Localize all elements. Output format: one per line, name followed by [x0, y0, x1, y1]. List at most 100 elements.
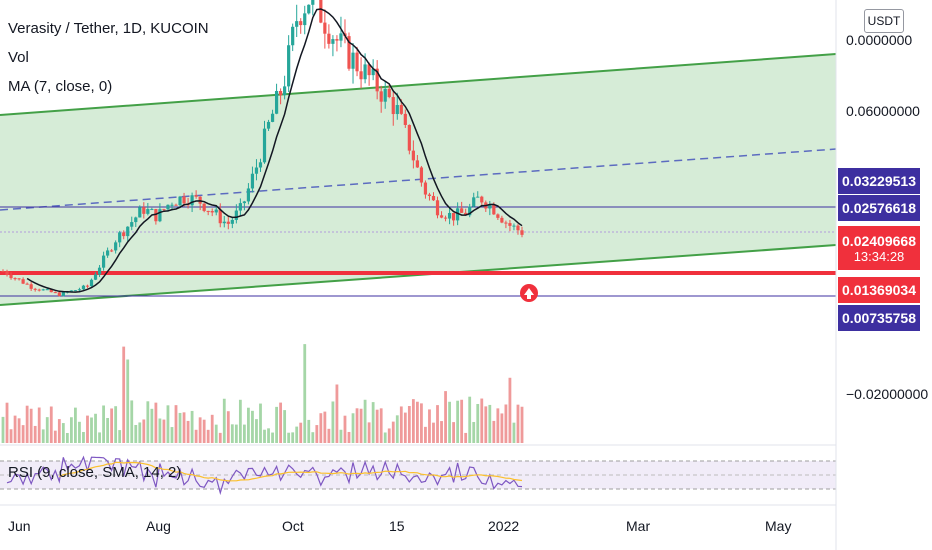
- volume-bar: [436, 405, 439, 443]
- candle-body: [106, 250, 110, 256]
- candle-body: [391, 97, 395, 115]
- candle-body: [230, 219, 234, 224]
- candle-body: [512, 225, 516, 227]
- price-tick-006: 0.06000000: [846, 103, 920, 119]
- candle-body: [226, 221, 230, 224]
- candle-body: [146, 209, 150, 214]
- candle-body: [178, 196, 182, 206]
- volume-bar: [335, 384, 339, 443]
- candle-body: [101, 255, 106, 268]
- volume-bar: [41, 429, 45, 443]
- volume-bar: [154, 402, 158, 443]
- volume-bar: [291, 432, 295, 443]
- time-tick-may: May: [765, 518, 792, 534]
- volume-bar: [190, 410, 194, 443]
- candle-body: [427, 194, 432, 196]
- candle-body: [170, 204, 174, 206]
- alert-marker[interactable]: [520, 284, 538, 302]
- candle-body: [134, 217, 138, 223]
- volume-bar: [283, 410, 287, 443]
- candle-body: [29, 284, 33, 289]
- volume-bar: [255, 419, 258, 443]
- volume-bar: [90, 417, 93, 443]
- candle-body: [319, 0, 323, 23]
- volume-bar: [367, 422, 371, 443]
- volume-bar: [194, 429, 198, 443]
- candle-body: [399, 105, 403, 114]
- candle-body: [110, 250, 114, 252]
- last-price-value: 0.02409668: [842, 232, 916, 249]
- volume-bar: [363, 399, 367, 443]
- volume-bar: [271, 432, 274, 443]
- volume-bar: [387, 428, 391, 443]
- candle-body: [126, 226, 130, 237]
- volume-bar: [182, 412, 186, 443]
- candle-body: [359, 71, 363, 80]
- candle-body: [283, 86, 287, 96]
- time-tick-jun: Jun: [8, 518, 31, 534]
- time-tick-2022: 2022: [488, 518, 520, 534]
- volume-bar: [126, 359, 130, 443]
- volume-bar: [218, 432, 222, 443]
- volume-bar: [279, 402, 283, 443]
- volume-bar: [383, 432, 387, 443]
- volume-bar: [480, 398, 484, 443]
- trend-channel[interactable]: [0, 53, 837, 306]
- volume-bar: [307, 419, 311, 443]
- volume-bar: [114, 406, 118, 443]
- candle-body: [270, 113, 275, 122]
- candle-body: [443, 217, 448, 219]
- volume-bar: [303, 344, 307, 443]
- volume-bar: [206, 429, 210, 443]
- candle-body: [238, 203, 242, 211]
- volume-bar: [178, 412, 182, 443]
- volume-bar: [399, 406, 403, 443]
- volume-bar: [37, 407, 41, 443]
- volume-bar: [17, 418, 21, 443]
- price-label-0.02409668: 0.02409668 13:34:28: [838, 226, 920, 270]
- price-tick-neg002: −0.02000000: [846, 386, 929, 402]
- candle-body: [166, 204, 170, 210]
- candle-body: [122, 232, 126, 237]
- volume-bar: [403, 412, 407, 443]
- volume-bar: [186, 420, 190, 443]
- ma-line: [26, 8, 523, 293]
- candle-body: [371, 68, 375, 76]
- candle-body: [339, 33, 343, 41]
- volume-bar: [98, 432, 101, 443]
- volume-bar: [420, 403, 423, 443]
- volume-bar: [118, 430, 122, 443]
- candle-body: [5, 271, 9, 275]
- candle-body: [206, 210, 210, 212]
- time-tick-15: 15: [389, 518, 405, 534]
- candle-body: [258, 162, 263, 168]
- volume-bar: [263, 429, 266, 443]
- candle-body: [287, 45, 291, 87]
- volume-bar: [456, 400, 460, 443]
- candle-body: [93, 274, 98, 280]
- volume-bar: [500, 413, 504, 443]
- volume-bar: [327, 428, 331, 443]
- volume-bar: [230, 424, 234, 443]
- volume-bar: [29, 408, 33, 443]
- candle-body: [182, 196, 186, 204]
- volume-bar: [86, 415, 89, 443]
- candle-body: [138, 207, 142, 218]
- candle-body: [492, 204, 496, 215]
- vol-legend: Vol: [8, 49, 29, 66]
- volume-bar: [130, 400, 134, 443]
- candle-body: [439, 215, 444, 218]
- candle-body: [331, 39, 335, 44]
- candle-body: [25, 283, 29, 285]
- volume-bar: [488, 404, 492, 443]
- volume-bar: [102, 405, 105, 443]
- volume-bar: [78, 421, 81, 443]
- volume-bar: [247, 407, 250, 443]
- candle-body: [363, 64, 367, 80]
- volume-bar: [343, 415, 347, 443]
- candle-body: [435, 200, 440, 216]
- currency-button[interactable]: USDT: [864, 9, 904, 33]
- candle-body: [419, 167, 424, 183]
- candle-body: [508, 223, 512, 226]
